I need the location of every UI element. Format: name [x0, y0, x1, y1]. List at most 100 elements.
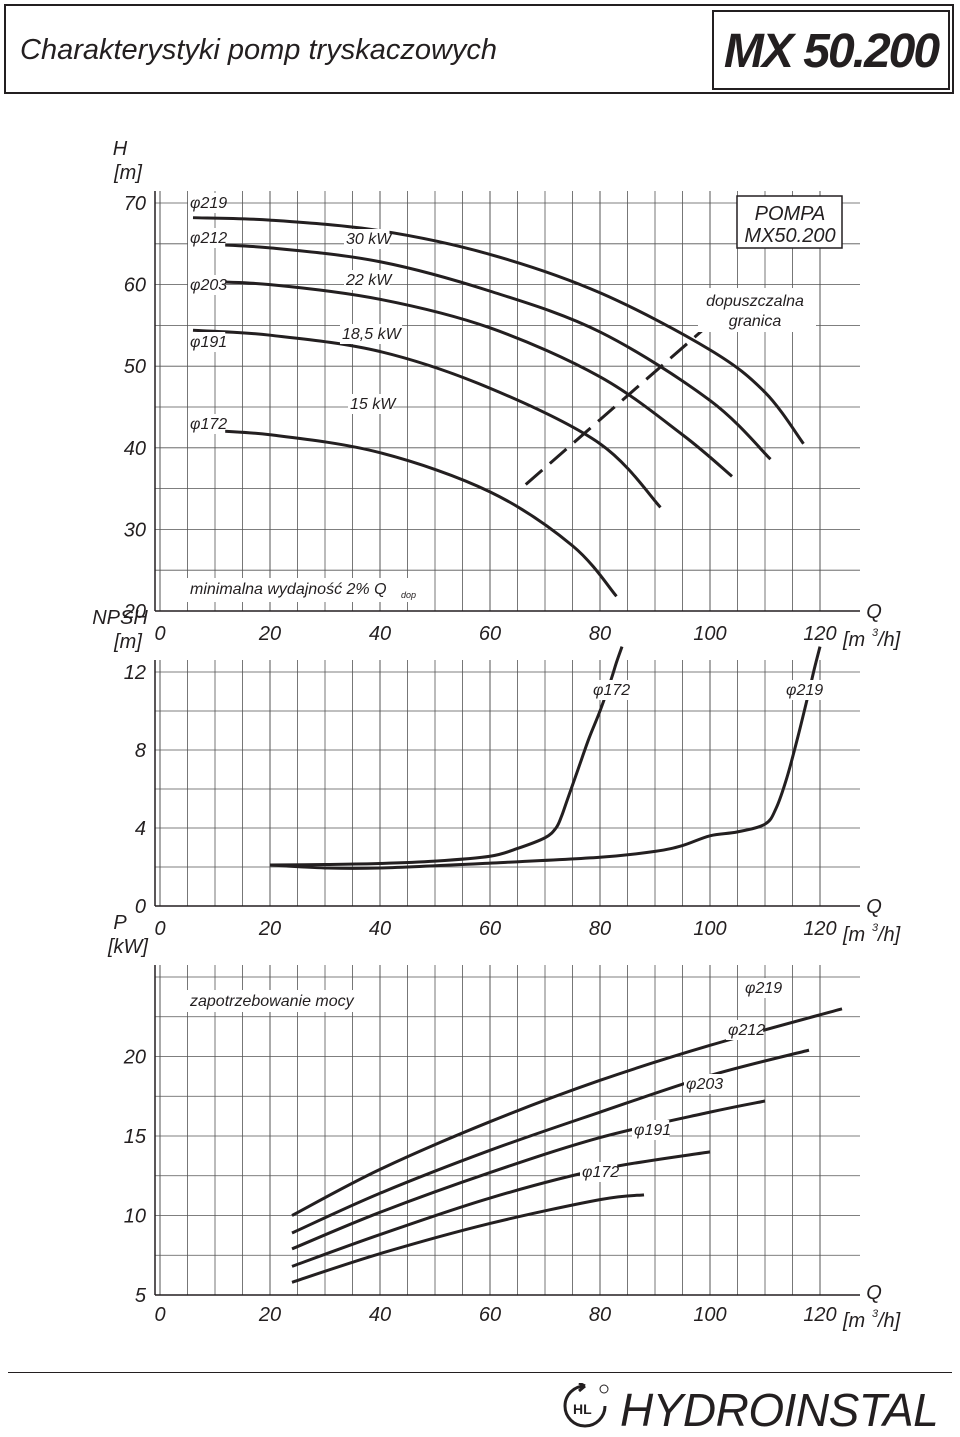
x-axis-unit: [m — [842, 924, 865, 946]
min-flow-label: minimalna wydajność 2% Q — [190, 581, 387, 598]
y-tick-label: 20 — [123, 601, 146, 623]
series-line-3 — [192, 328, 662, 509]
limit-label-bg — [698, 288, 816, 332]
y-tick-label: 0 — [135, 896, 146, 918]
min-flow-bg — [186, 578, 420, 602]
y-tick-label: 10 — [124, 1206, 146, 1228]
x-axis-unit-end: /h] — [876, 1310, 901, 1332]
x-axis-unit-sup: 3 — [872, 1308, 879, 1320]
y-axis-title: H — [113, 138, 128, 160]
x-axis-unit: [m — [842, 1310, 865, 1332]
y-tick-label: 4 — [135, 818, 146, 840]
x-tick-label: 60 — [479, 1304, 501, 1326]
x-tick-label: 120 — [803, 918, 836, 940]
x-tick-label: 20 — [258, 623, 281, 645]
x-tick-label: 0 — [154, 1304, 165, 1326]
power-curve-label: φ203 — [686, 1076, 723, 1093]
head-curve-label: φ191 — [190, 334, 227, 351]
y-tick-label: 12 — [124, 662, 146, 684]
series-line-0 — [269, 646, 624, 867]
head-curve-label: φ219 — [190, 195, 227, 212]
series-line-4 — [291, 1193, 645, 1284]
y-tick-label: 20 — [123, 1047, 146, 1069]
power-curve-label: φ172 — [582, 1164, 619, 1181]
x-tick-label: 40 — [369, 623, 391, 645]
power-label-bg — [348, 394, 394, 414]
power-curve-label: φ212 — [728, 1022, 765, 1039]
npsh-curve-label: φ219 — [786, 682, 823, 699]
page-title: Charakterystyki pomp tryskaczowych — [20, 34, 498, 66]
series-line-2 — [291, 1099, 766, 1251]
npsh-curve-label-bg — [591, 680, 629, 700]
power-label: 18,5 kW — [342, 326, 403, 343]
y-axis-unit: [m] — [113, 631, 142, 653]
power-curve-label: φ191 — [634, 1122, 671, 1139]
power-title: zapotrzebowanie mocy — [189, 993, 355, 1010]
footer-divider — [8, 1372, 952, 1373]
x-tick-label: 0 — [154, 623, 165, 645]
power-curve-label-bg — [632, 1120, 670, 1140]
power-label-bg — [344, 270, 390, 290]
power-label-bg — [344, 229, 390, 249]
limit-label-line2: granica — [729, 313, 782, 330]
y-axis-title: P — [113, 912, 127, 934]
power-curve-label-bg — [726, 1020, 764, 1040]
x-tick-label: 40 — [369, 1304, 391, 1326]
y-tick-label: 15 — [124, 1126, 147, 1148]
x-axis-unit-end: /h] — [876, 629, 901, 651]
series-line-3 — [291, 1150, 711, 1268]
x-axis-unit-end: /h] — [876, 924, 901, 946]
power-curve-label: φ219 — [745, 980, 782, 997]
x-axis-unit: [m — [842, 629, 865, 651]
y-tick-label: 70 — [124, 193, 146, 215]
head-curve-label-bg — [188, 332, 226, 352]
y-tick-label: 8 — [135, 740, 146, 762]
pump-box — [736, 195, 843, 249]
pump-box-line1: POMPA — [755, 203, 826, 225]
head-curve-label: φ203 — [190, 277, 227, 294]
y-axis-unit: [kW] — [107, 936, 148, 958]
model-box: MX 50.200 — [712, 10, 950, 90]
series-line-2 — [192, 279, 733, 478]
power-title-bg — [186, 990, 366, 1012]
head-curve-label-bg — [188, 275, 226, 295]
hl-logo-icon: HL — [563, 1383, 609, 1428]
power-label: 22 kW — [345, 272, 393, 289]
x-tick-label: 100 — [693, 918, 726, 940]
y-tick-label: 50 — [124, 356, 146, 378]
head-curve-label: φ212 — [190, 230, 227, 247]
x-axis-title: Q — [866, 896, 882, 918]
x-axis-title: Q — [866, 1282, 882, 1304]
x-tick-label: 40 — [369, 918, 391, 940]
series-line-0 — [192, 216, 805, 445]
y-tick-label: 30 — [124, 519, 146, 541]
limit-label-line1: dopuszczalna — [706, 293, 804, 310]
series-line-1 — [291, 1048, 810, 1235]
min-flow-sub: dop — [401, 590, 416, 600]
power-curve-label-bg — [580, 1162, 618, 1182]
pump-box-line2: MX50.200 — [744, 225, 835, 247]
brand-name: HYDROINSTAL — [620, 1384, 939, 1436]
x-tick-label: 60 — [479, 623, 501, 645]
series-line-1 — [192, 242, 772, 461]
y-tick-label: 5 — [135, 1285, 147, 1307]
series-line-4 — [192, 428, 618, 598]
npsh-curve-label: φ172 — [593, 682, 630, 699]
head-curve-label: φ172 — [190, 416, 227, 433]
x-tick-label: 80 — [589, 623, 611, 645]
x-tick-label: 0 — [154, 918, 165, 940]
npsh-curve-label-bg — [784, 680, 822, 700]
x-axis-unit-sup: 3 — [872, 922, 879, 934]
x-tick-label: 60 — [479, 918, 501, 940]
model-name: MX 50.200 — [723, 25, 940, 78]
power-curve-label-bg — [684, 1074, 722, 1094]
x-tick-label: 80 — [589, 1304, 611, 1326]
x-tick-label: 80 — [589, 918, 611, 940]
x-axis-unit-sup: 3 — [872, 627, 879, 639]
x-axis-title: Q — [866, 601, 882, 623]
power-label-bg — [340, 324, 403, 344]
